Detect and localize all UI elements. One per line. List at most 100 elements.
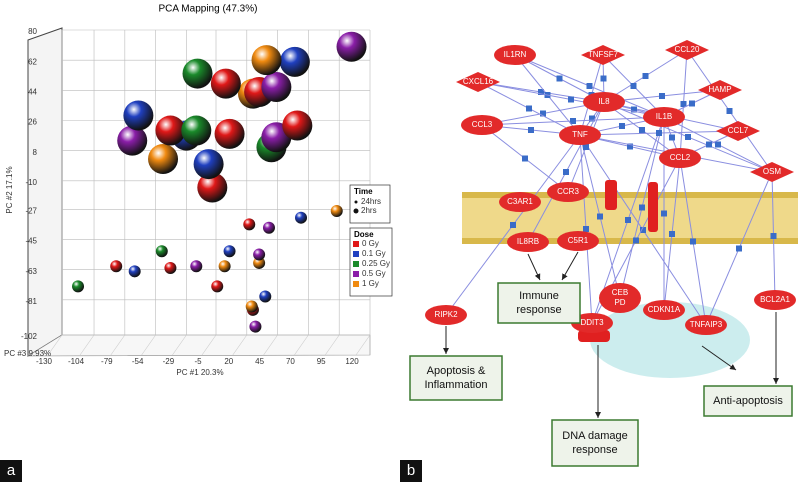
edge-node <box>669 231 675 237</box>
time-legend <box>349 184 391 224</box>
legend-label: 0.1 Gy <box>362 249 386 258</box>
point <box>218 260 231 273</box>
legend-marker <box>353 208 359 214</box>
point <box>164 261 177 274</box>
node <box>659 148 701 168</box>
node-label: CCL2 <box>670 153 691 162</box>
edge-node <box>690 238 696 245</box>
edge-node <box>656 130 662 136</box>
floor-line <box>324 334 340 356</box>
point <box>190 260 203 273</box>
point <box>128 265 141 278</box>
node-label: IL1B <box>656 112 672 121</box>
receptor <box>605 180 617 210</box>
edge-node <box>526 105 532 112</box>
x-tick-label: 20 <box>224 357 233 366</box>
node-label: HAMP <box>708 85 731 94</box>
point <box>110 260 123 273</box>
legend-label: 2hrs <box>361 206 377 215</box>
x-tick-label: -130 <box>36 357 53 366</box>
edge-node <box>706 141 712 148</box>
floor-line <box>47 334 63 356</box>
panel-a: PCA Mapping (47.3%) PC #2 17.1% PC #1 20… <box>4 4 393 377</box>
node <box>461 115 503 135</box>
y-axis-label: PC #2 17.1% <box>5 166 14 213</box>
node <box>599 283 641 313</box>
x-tick-label: 70 <box>286 357 295 366</box>
point <box>155 115 186 146</box>
arrows <box>443 251 779 418</box>
edge-node <box>583 144 589 150</box>
point <box>243 218 256 231</box>
edge-node <box>642 73 649 79</box>
node <box>754 290 796 310</box>
x-tick-label: 120 <box>345 357 359 366</box>
legend-swatch <box>353 241 359 247</box>
tf-icon <box>578 330 610 342</box>
node <box>685 315 727 335</box>
legend-label: 24hrs <box>361 197 381 206</box>
point <box>261 71 292 102</box>
edge-node <box>736 245 742 252</box>
floor-line <box>263 334 278 356</box>
point <box>253 248 266 261</box>
panel-label-box <box>400 460 422 482</box>
node <box>581 45 625 65</box>
legend-swatch <box>353 281 359 287</box>
floor-line <box>79 334 95 356</box>
floor-line <box>172 334 187 356</box>
node <box>643 300 685 320</box>
edge-node <box>633 237 639 244</box>
edge-node <box>661 210 667 217</box>
node-label: CEB <box>612 288 628 297</box>
node <box>557 231 599 251</box>
x-tick-label: -5 <box>194 357 202 366</box>
point <box>282 110 313 141</box>
z-axis-label: PC #3 9.93% <box>4 349 51 358</box>
floor <box>26 334 371 357</box>
node-label: IL1RN <box>504 50 527 59</box>
node-label: CCR3 <box>557 187 579 196</box>
edge-node <box>528 127 534 133</box>
y-tick-label: -81 <box>25 297 37 306</box>
edge-node <box>689 100 695 107</box>
node <box>583 92 625 112</box>
point <box>279 46 310 77</box>
edge-node <box>640 227 646 233</box>
legend-swatch <box>353 271 359 277</box>
y-tick-label: 44 <box>28 87 37 96</box>
arrow <box>527 253 541 281</box>
point <box>181 115 212 146</box>
box <box>551 419 639 467</box>
node <box>559 125 601 145</box>
legend-swatch <box>353 261 359 267</box>
point <box>117 125 148 156</box>
legend-title: Dose <box>354 230 374 239</box>
node <box>716 121 760 141</box>
node <box>665 40 709 60</box>
chart-title: PCA Mapping (47.3%) <box>159 4 258 15</box>
box-label: DNA damage <box>562 430 627 442</box>
point <box>262 221 275 234</box>
point <box>155 245 168 258</box>
point <box>249 320 262 333</box>
edge-node <box>589 115 595 122</box>
node-label: RIPK2 <box>434 310 458 319</box>
arrow <box>561 251 579 281</box>
edge-node <box>726 108 733 114</box>
edge-node <box>630 83 637 89</box>
x-tick-label: -29 <box>163 357 175 366</box>
point <box>211 280 224 293</box>
floor-line <box>201 334 217 356</box>
node-label: CDKN1A <box>648 305 681 314</box>
legend-swatch <box>353 251 359 257</box>
edge-node <box>570 118 576 124</box>
edge-node <box>563 169 569 175</box>
y-tick-label: -27 <box>25 206 37 215</box>
node <box>643 107 685 127</box>
panel-label: a <box>7 462 16 479</box>
node-label: IL8RB <box>517 237 539 246</box>
y-tick-label: -45 <box>25 237 37 246</box>
y-tick-label: 62 <box>28 57 37 66</box>
